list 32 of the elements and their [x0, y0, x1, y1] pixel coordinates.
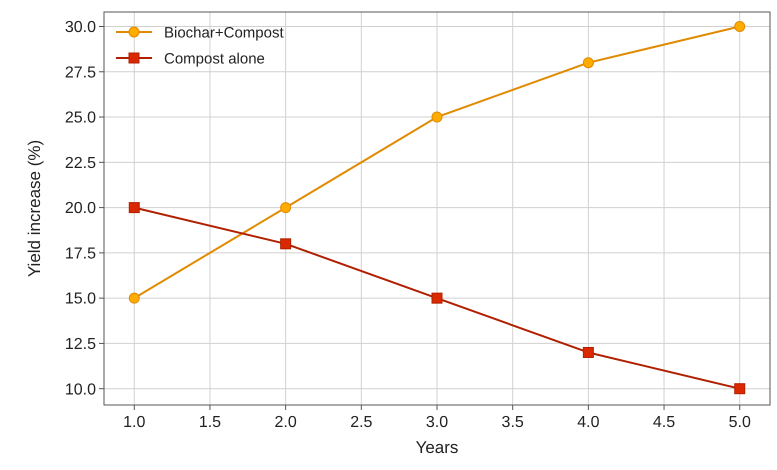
x-tick-label: 2.0 — [274, 414, 297, 431]
y-tick-label: 30.0 — [64, 19, 96, 36]
x-tick-label: 4.5 — [652, 414, 676, 431]
y-tick-label: 20.0 — [64, 200, 96, 218]
x-tick-label: 3.0 — [426, 414, 448, 431]
legend-label: Compost alone — [164, 50, 265, 68]
legend-label: Biochar+Compost — [164, 24, 284, 42]
x-tick-label: 4.0 — [577, 414, 600, 431]
y-tick-label: 12.5 — [64, 336, 96, 354]
point — [582, 346, 594, 358]
y-tick-label: 25.0 — [64, 110, 96, 127]
x-tick-label: 1.0 — [123, 414, 146, 431]
x-tick-label: 3.5 — [502, 414, 524, 431]
x-tick-label: 2.5 — [350, 414, 373, 431]
x-tick-label: 1.5 — [198, 414, 222, 431]
y-tick-label: 15.0 — [64, 290, 96, 308]
point — [432, 292, 442, 304]
y-tick-label: 17.5 — [64, 245, 96, 262]
point — [734, 20, 746, 32]
point — [128, 202, 140, 214]
point — [432, 112, 442, 123]
point — [128, 292, 140, 304]
y-tick-label: 22.5 — [64, 154, 96, 172]
point — [280, 238, 292, 250]
y-tick-label: 27.5 — [64, 64, 96, 82]
y-axis-title: Yield increase (%) — [25, 140, 44, 278]
point — [582, 57, 594, 68]
x-axis-title: Years — [416, 438, 458, 457]
point — [280, 202, 292, 214]
point — [734, 383, 746, 394]
x-tick-label: 5.0 — [728, 414, 751, 431]
y-tick-label: 10.0 — [64, 381, 96, 398]
